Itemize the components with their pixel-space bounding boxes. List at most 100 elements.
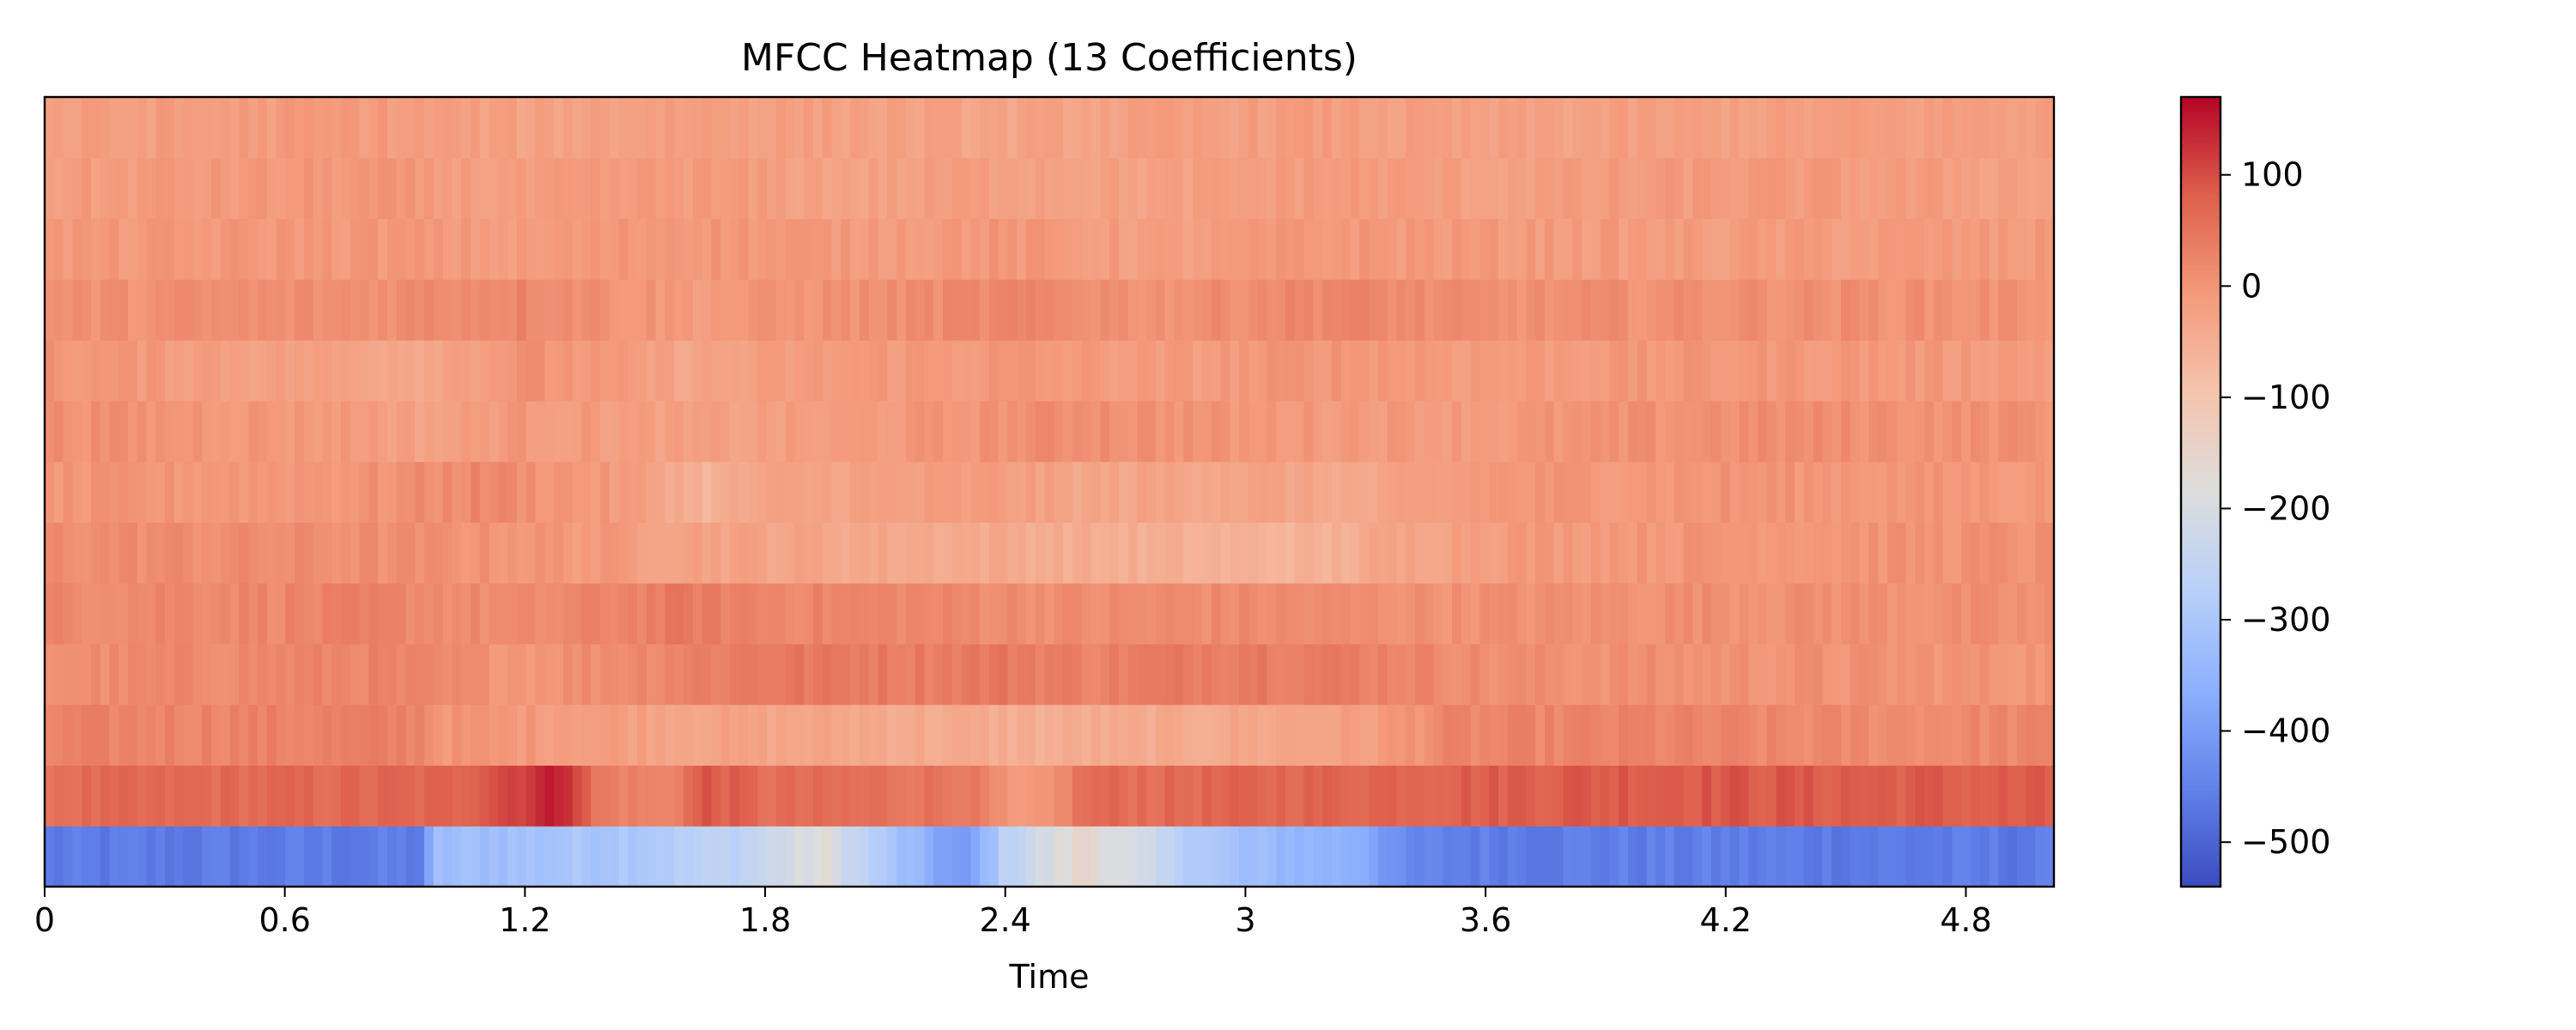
- heatmap-cell: [738, 704, 750, 766]
- heatmap-cell: [1424, 340, 1435, 402]
- heatmap-cell: [516, 765, 527, 827]
- heatmap-cell: [258, 97, 268, 159]
- heatmap-cell: [544, 97, 555, 159]
- heatmap-cell: [1072, 400, 1083, 463]
- heatmap-cell: [1813, 704, 1824, 766]
- heatmap-cell: [1137, 461, 1147, 523]
- heatmap-cell: [1322, 218, 1333, 280]
- heatmap-cell: [1637, 461, 1648, 523]
- heatmap-cell: [137, 400, 148, 463]
- heatmap-cell: [970, 704, 981, 766]
- heatmap-cell: [1193, 826, 1203, 888]
- heatmap-cell: [1720, 218, 1731, 280]
- heatmap-cell: [1452, 157, 1462, 220]
- heatmap-cell: [998, 461, 1009, 523]
- heatmap-cell: [276, 218, 286, 280]
- heatmap-cell: [165, 340, 175, 402]
- heatmap-cell: [1294, 643, 1305, 706]
- heatmap-cell: [1582, 97, 1592, 159]
- heatmap-cell: [535, 643, 545, 706]
- heatmap-cell: [1590, 461, 1601, 523]
- heatmap-cell: [961, 340, 971, 402]
- heatmap-cell: [1331, 765, 1342, 827]
- heatmap-cell: [1340, 583, 1352, 645]
- heatmap-cell: [535, 97, 545, 159]
- heatmap-cell: [637, 97, 647, 159]
- heatmap-cell: [1850, 400, 1861, 463]
- heatmap-cell: [396, 826, 407, 888]
- heatmap-cell: [905, 157, 916, 220]
- heatmap-cell: [303, 461, 314, 523]
- heatmap-cell: [1795, 704, 1805, 766]
- heatmap-cell: [1396, 643, 1406, 706]
- heatmap-cell: [424, 583, 434, 645]
- heatmap-cell: [831, 157, 841, 220]
- heatmap-cell: [905, 583, 916, 645]
- heatmap-cell: [1674, 218, 1685, 280]
- heatmap-cell: [82, 643, 92, 706]
- heatmap-cell: [285, 97, 295, 159]
- heatmap-cell: [1905, 522, 1916, 584]
- heatmap-cell: [1692, 157, 1703, 220]
- heatmap-cell: [1127, 279, 1139, 341]
- heatmap-cell: [785, 826, 796, 888]
- heatmap-cell: [1544, 643, 1555, 706]
- heatmap-cell: [489, 826, 499, 888]
- heatmap-cell: [1359, 583, 1370, 645]
- heatmap-cell: [711, 279, 721, 341]
- heatmap-cell: [1498, 765, 1509, 827]
- heatmap-cell: [313, 157, 324, 220]
- heatmap-cell: [822, 97, 833, 159]
- heatmap-cell: [155, 461, 166, 523]
- heatmap-cell: [1285, 218, 1296, 280]
- heatmap-cell: [785, 704, 796, 766]
- heatmap-cell: [767, 340, 777, 402]
- heatmap-cell: [1757, 218, 1768, 280]
- heatmap-cell: [1220, 643, 1230, 706]
- heatmap-cell: [1766, 157, 1777, 220]
- heatmap-cell: [961, 765, 971, 827]
- heatmap-cell: [942, 704, 953, 766]
- heatmap-cell: [2008, 157, 2018, 220]
- heatmap-cell: [674, 765, 684, 827]
- heatmap-cell: [2035, 461, 2045, 523]
- heatmap-cell: [1896, 400, 1907, 463]
- heatmap-cell: [1674, 765, 1685, 827]
- heatmap-cell: [2035, 97, 2045, 159]
- heatmap-cell: [628, 826, 638, 888]
- heatmap-cell: [322, 157, 332, 220]
- heatmap-cell: [794, 461, 805, 523]
- heatmap-cell: [1656, 97, 1666, 159]
- x-tick-label: 1.8: [739, 901, 791, 939]
- heatmap-cell: [905, 461, 916, 523]
- heatmap-cell: [2026, 704, 2037, 766]
- heatmap-cell: [1646, 218, 1656, 280]
- heatmap-cell: [609, 704, 620, 766]
- heatmap-cell: [322, 583, 332, 645]
- heatmap-cell: [1832, 704, 1842, 766]
- heatmap-cell: [683, 340, 694, 402]
- heatmap-cell: [173, 704, 185, 766]
- heatmap-cell: [220, 400, 231, 463]
- heatmap-cell: [1479, 643, 1490, 706]
- heatmap-cell: [1850, 643, 1861, 706]
- heatmap-cell: [1035, 826, 1046, 888]
- heatmap-cell: [183, 643, 194, 706]
- heatmap-cell: [118, 157, 129, 220]
- heatmap-cell: [1479, 97, 1490, 159]
- heatmap-cell: [1859, 157, 1869, 220]
- heatmap-cell: [804, 522, 814, 584]
- heatmap-cell: [646, 461, 657, 523]
- heatmap-cell: [146, 97, 156, 159]
- heatmap-cell: [341, 522, 351, 584]
- heatmap-cell: [220, 157, 231, 220]
- heatmap-cell: [942, 97, 953, 159]
- heatmap-cell: [1535, 97, 1546, 159]
- heatmap-cell: [1766, 340, 1777, 402]
- heatmap-cell: [1137, 522, 1147, 584]
- heatmap-cell: [1572, 400, 1583, 463]
- heatmap-cell: [146, 583, 156, 645]
- heatmap-cell: [1017, 340, 1027, 402]
- heatmap-cell: [313, 826, 324, 888]
- heatmap-cell: [1683, 340, 1694, 402]
